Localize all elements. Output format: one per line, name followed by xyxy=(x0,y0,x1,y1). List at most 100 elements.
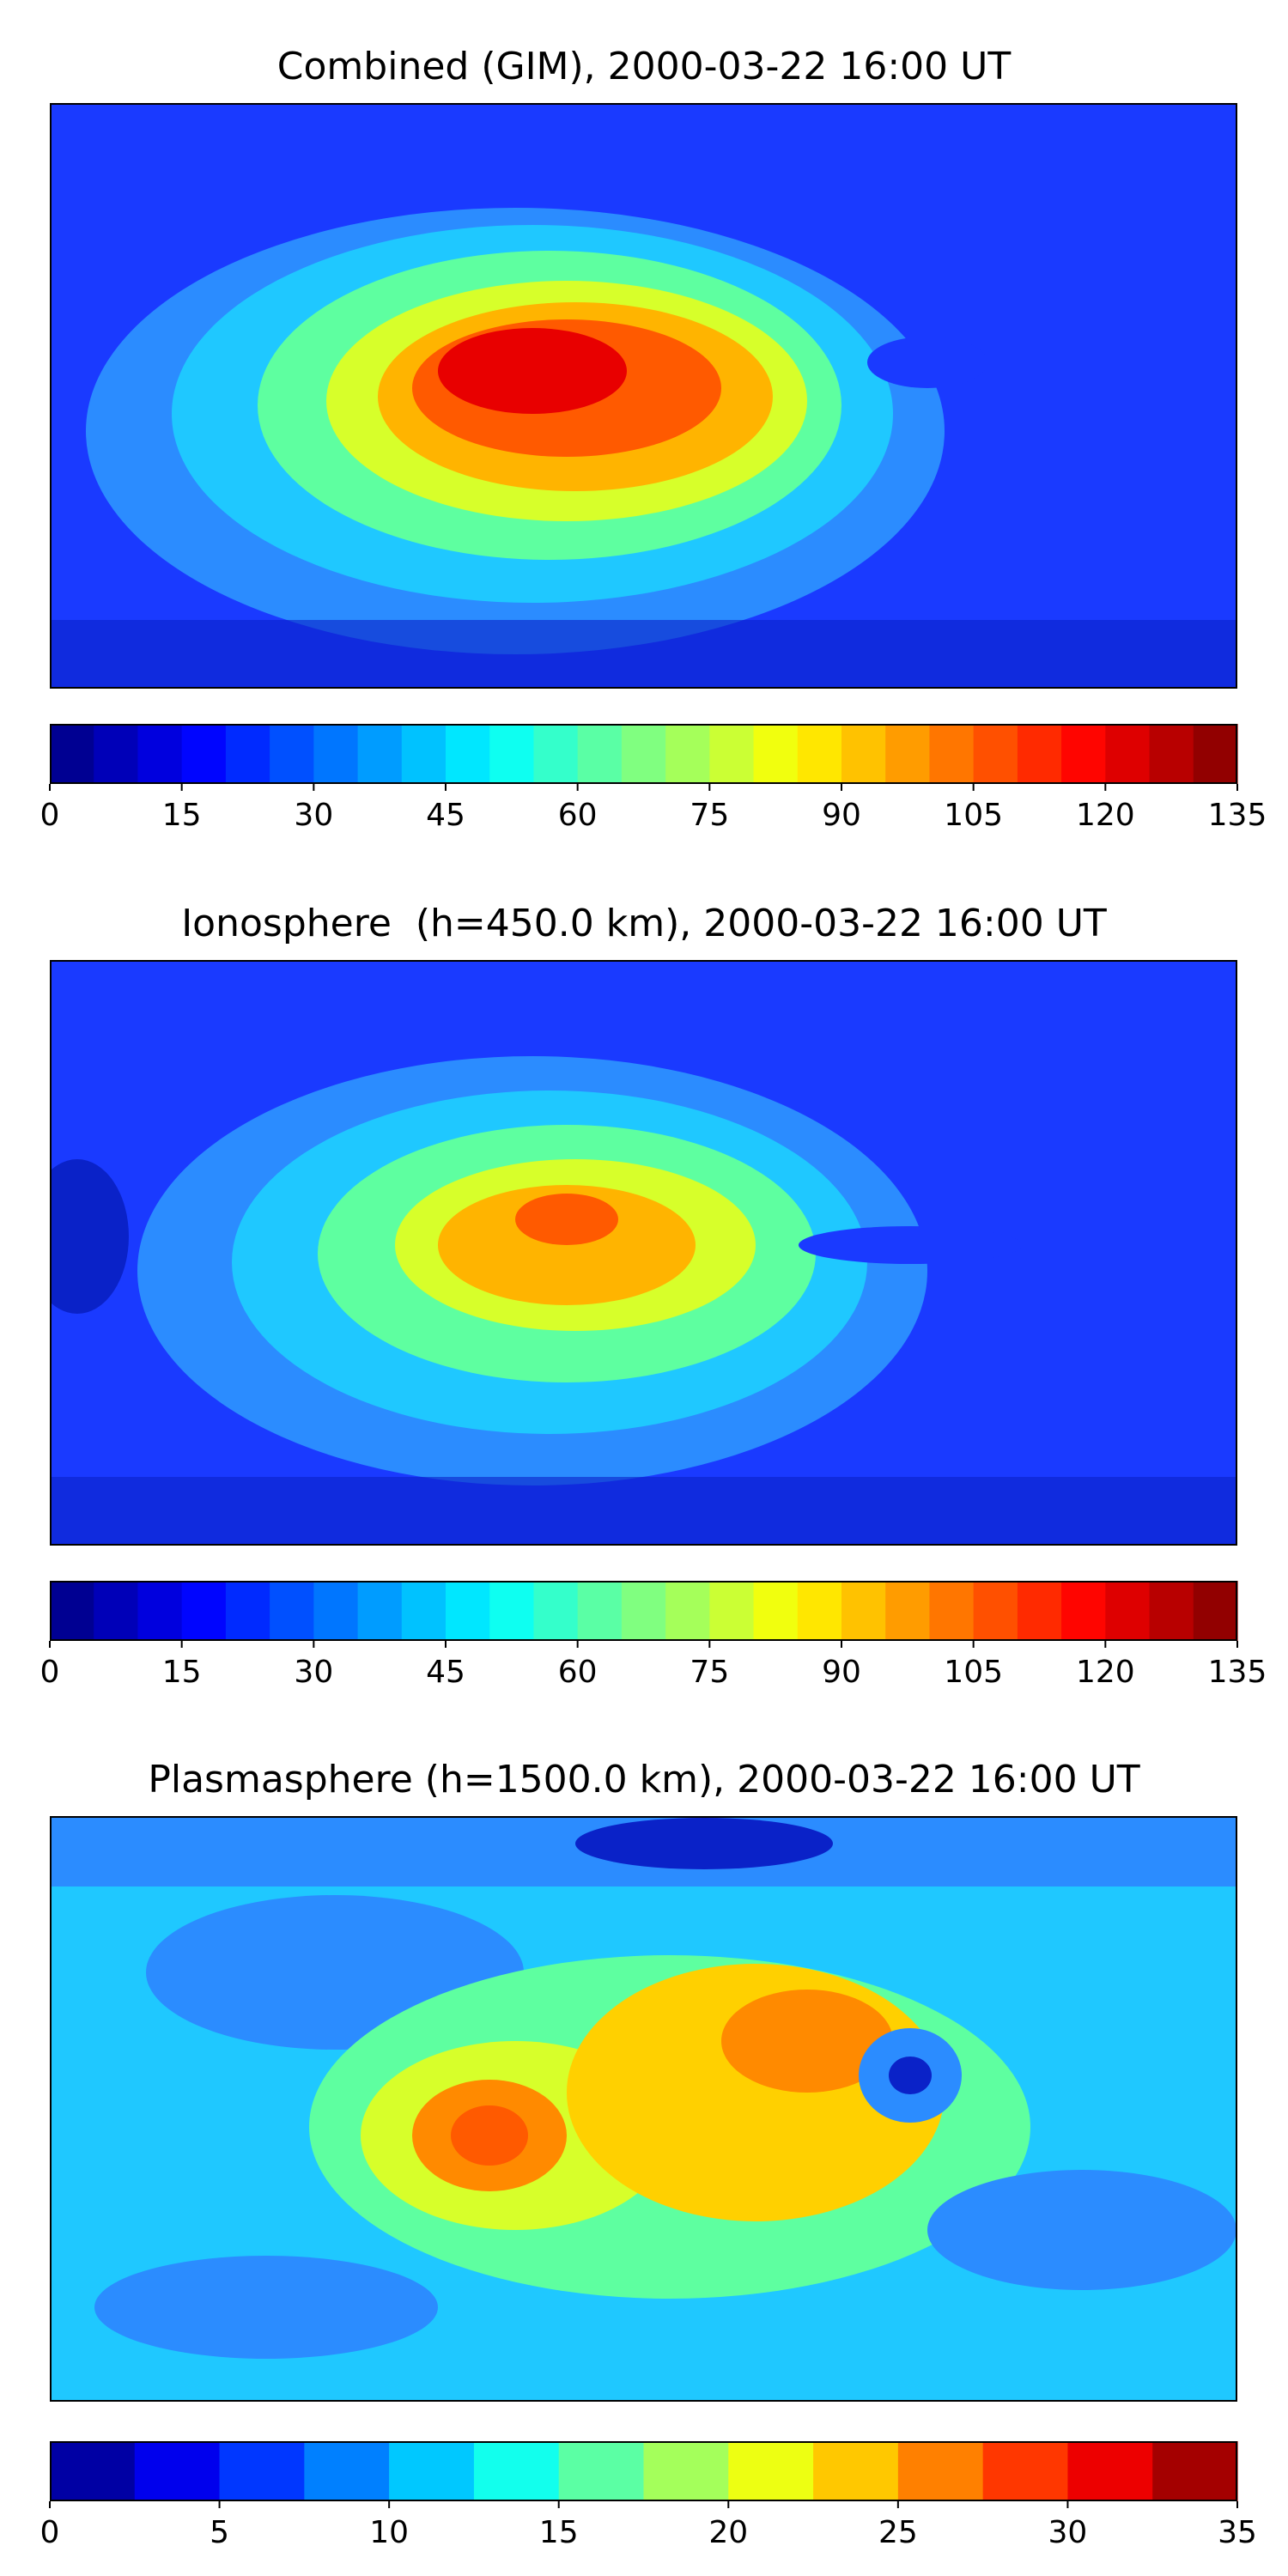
colorbar-segment xyxy=(797,1581,842,1641)
map-ionosphere xyxy=(50,960,1237,1546)
colorbar-segment xyxy=(709,1581,755,1641)
colorbar-segment xyxy=(1017,724,1062,784)
colorbar-segment xyxy=(1149,724,1194,784)
colorbar-segment xyxy=(1061,1581,1106,1641)
map-combined xyxy=(50,103,1237,689)
colorbar-segment xyxy=(621,724,666,784)
colorbar-tick-label: 0 xyxy=(40,798,60,833)
colorbar-svg-combined: 0 15 30 45 60 75 90 105 120 135 xyxy=(40,724,1267,833)
colorbar-tick-label: 45 xyxy=(426,798,465,833)
colorbar-tick-label: 135 xyxy=(1208,1655,1267,1690)
colorbar-segment xyxy=(225,1581,270,1641)
colorbar-segment xyxy=(841,724,886,784)
heatmap-plasmasphere xyxy=(52,1818,1236,2400)
heatmap-combined xyxy=(52,105,1236,687)
colorbar-segment xyxy=(813,2441,899,2501)
colorbar-segment xyxy=(533,724,579,784)
colorbar-segment xyxy=(50,724,94,784)
colorbar-segment xyxy=(181,724,227,784)
colorbar-segment xyxy=(929,724,975,784)
colorbar-segment xyxy=(982,2441,1069,2501)
colorbar-segment xyxy=(929,1581,975,1641)
colorbar-segment xyxy=(1105,1581,1151,1641)
colorbar-combined: 0 15 30 45 60 75 90 105 120 135 xyxy=(40,724,1267,833)
colorbar-tick-label: 30 xyxy=(1048,2515,1088,2550)
colorbar-segment xyxy=(489,1581,535,1641)
colorbar-tick-label: 75 xyxy=(690,1655,729,1690)
colorbar-segment xyxy=(558,2441,645,2501)
colorbar-segment xyxy=(94,724,139,784)
colorbar-segment xyxy=(728,2441,814,2501)
colorbar-tick-label: 75 xyxy=(690,798,729,833)
colorbar-ionosphere: 0 15 30 45 60 75 90 105 120 135 xyxy=(40,1581,1267,1690)
colorbar-tick-label: 105 xyxy=(944,1655,1003,1690)
panel-title-ionosphere: Ionosphere (h=450.0 km), 2000-03-22 16:0… xyxy=(181,902,1107,945)
colorbar-segment xyxy=(643,2441,729,2501)
colorbar-segment xyxy=(357,724,403,784)
colorbar-segment xyxy=(313,1581,359,1641)
panel-title-plasmasphere: Plasmasphere (h=1500.0 km), 2000-03-22 1… xyxy=(148,1758,1140,1801)
colorbar-tick-label: 0 xyxy=(40,1655,60,1690)
map-plasmasphere xyxy=(50,1816,1237,2402)
colorbar-segment xyxy=(137,1581,183,1641)
colorbar-segment xyxy=(389,2441,475,2501)
colorbar-segment xyxy=(885,724,931,784)
colorbar-tick-label: 25 xyxy=(878,2515,918,2550)
colorbar-tick-label: 90 xyxy=(822,798,861,833)
colorbar-segment xyxy=(50,1581,94,1641)
colorbar-segment xyxy=(489,724,535,784)
colorbar-segment xyxy=(1149,1581,1194,1641)
colorbar-segment xyxy=(313,724,359,784)
colorbar-segment xyxy=(94,1581,139,1641)
colorbar-tick-label: 60 xyxy=(558,798,598,833)
colorbar-frame xyxy=(50,724,1237,784)
heatmap-ionosphere xyxy=(52,962,1236,1544)
colorbar-segment xyxy=(1193,724,1238,784)
colorbar-segment xyxy=(973,1581,1018,1641)
colorbar-tick-label: 0 xyxy=(40,2515,60,2550)
colorbar-segment xyxy=(533,1581,579,1641)
colorbar-segment xyxy=(841,1581,886,1641)
colorbar-segment xyxy=(621,1581,666,1641)
colorbar-segment xyxy=(401,1581,447,1641)
colorbar-segment xyxy=(401,724,447,784)
colorbar-segment xyxy=(270,724,314,784)
colorbar-segment xyxy=(1193,1581,1238,1641)
colorbar-segment xyxy=(665,724,710,784)
colorbar-segment xyxy=(709,724,755,784)
colorbar-tick-label: 60 xyxy=(558,1655,598,1690)
colorbar-segment xyxy=(225,724,270,784)
colorbar-segment xyxy=(1105,724,1151,784)
colorbar-segment xyxy=(446,1581,490,1641)
colorbar-tick-label: 135 xyxy=(1208,798,1267,833)
colorbar-tick-label: 15 xyxy=(162,798,202,833)
colorbar-tick-label: 20 xyxy=(708,2515,748,2550)
colorbar-segment xyxy=(577,1581,623,1641)
colorbar-tick-label: 15 xyxy=(162,1655,202,1690)
colorbar-tick-label: 30 xyxy=(294,798,333,833)
colorbar-segment xyxy=(577,724,623,784)
colorbar-tick-label: 90 xyxy=(822,1655,861,1690)
colorbar-segment xyxy=(219,2441,305,2501)
colorbar-segment xyxy=(134,2441,221,2501)
colorbar-segment xyxy=(1061,724,1106,784)
colorbar-segment xyxy=(885,1581,931,1641)
colorbar-segment xyxy=(665,1581,710,1641)
colorbar-segment xyxy=(1067,2441,1153,2501)
colorbar-tick-label: 10 xyxy=(369,2515,409,2550)
colorbar-segment xyxy=(1152,2441,1238,2501)
colorbar-segment xyxy=(357,1581,403,1641)
colorbar-tick-label: 120 xyxy=(1076,798,1135,833)
colorbar-segment xyxy=(50,2441,136,2501)
colorbar-segment xyxy=(446,724,490,784)
colorbar-segment xyxy=(797,724,842,784)
colorbar-svg-ionosphere: 0 15 30 45 60 75 90 105 120 135 xyxy=(40,1581,1267,1690)
colorbar-tick-label: 5 xyxy=(210,2515,229,2550)
colorbar-segment xyxy=(181,1581,227,1641)
colorbar-plasmasphere: 0 5 10 15 20 25 30 35 xyxy=(40,2441,1257,2550)
colorbar-frame xyxy=(50,1581,1237,1641)
colorbar-segment xyxy=(270,1581,314,1641)
colorbar-frame xyxy=(50,2441,1237,2501)
colorbar-segment xyxy=(753,1581,799,1641)
colorbar-segment xyxy=(973,724,1018,784)
